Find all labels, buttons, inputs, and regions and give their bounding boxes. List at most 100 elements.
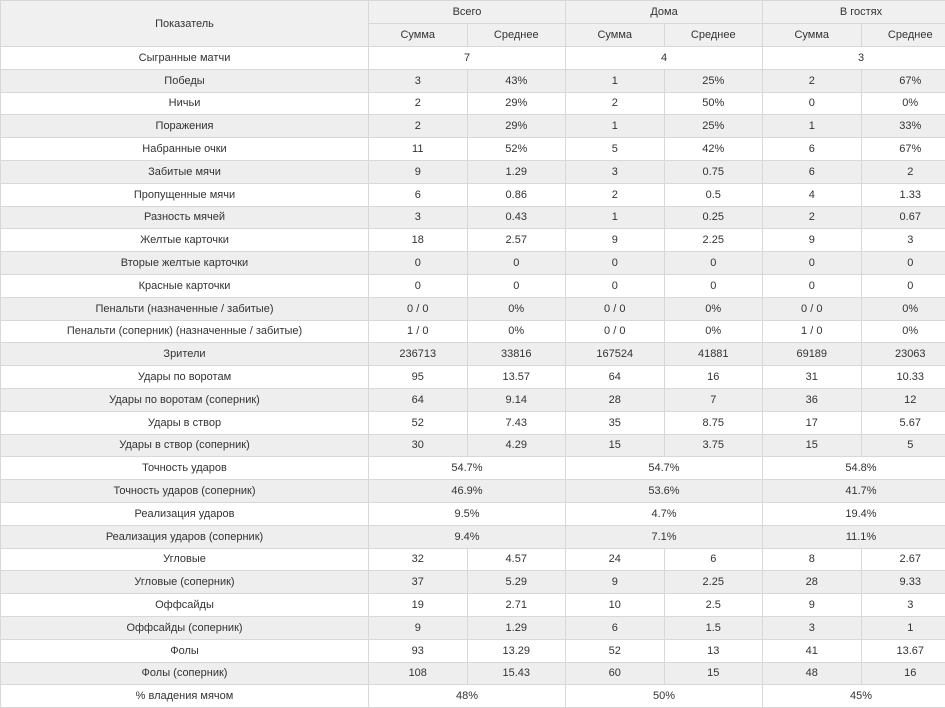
cell-average: 50% [664,92,763,115]
cell-sum: 9 [566,571,665,594]
cell-sum: 6 [566,616,665,639]
cell-sum: 35 [566,411,665,434]
cell-average: 0 [664,274,763,297]
cell-sum: 0 / 0 [566,297,665,320]
cell-merged-value: 54.8% [763,457,945,480]
cell-average: 2.67 [861,548,945,571]
cell-merged-value: 46.9% [369,480,566,503]
cell-merged-value: 7.1% [566,525,763,548]
header-sum-total: Сумма [369,24,468,47]
cell-average: 0 [861,274,945,297]
cell-sum: 1 [763,115,862,138]
cell-sum: 1 [566,115,665,138]
cell-average: 12 [861,388,945,411]
cell-sum: 2 [369,92,468,115]
cell-average: 0% [467,297,566,320]
cell-sum: 2 [566,183,665,206]
cell-sum: 0 [763,252,862,275]
row-label: Оффсайды [1,594,369,617]
cell-sum: 3 [369,206,468,229]
cell-merged-value: 45% [763,685,945,708]
cell-merged-value: 53.6% [566,480,763,503]
cell-sum: 0 / 0 [763,297,862,320]
cell-sum: 64 [566,366,665,389]
row-label: Желтые карточки [1,229,369,252]
table-row: Точность ударов (соперник)46.9%53.6%41.7… [1,480,945,503]
table-row: Реализация ударов (соперник)9.4%7.1%11.1… [1,525,945,548]
cell-sum: 93 [369,639,468,662]
header-sum-home: Сумма [566,24,665,47]
cell-average: 9.33 [861,571,945,594]
cell-average: 4.29 [467,434,566,457]
cell-sum: 2 [369,115,468,138]
cell-merged-value: 50% [566,685,763,708]
header-avg-away: Среднее [861,24,945,47]
cell-average: 0.25 [664,206,763,229]
row-label: Точность ударов (соперник) [1,480,369,503]
cell-sum: 4 [763,183,862,206]
cell-average: 41881 [664,343,763,366]
cell-merged-value: 4 [566,47,763,70]
header-group-away: В гостях [763,1,945,24]
cell-sum: 36 [763,388,862,411]
cell-sum: 1 / 0 [369,320,468,343]
row-label: % владения мячом [1,685,369,708]
cell-sum: 0 [369,252,468,275]
cell-average: 1 [861,616,945,639]
header-avg-home: Среднее [664,24,763,47]
cell-average: 0.86 [467,183,566,206]
cell-average: 0% [861,297,945,320]
cell-average: 2.25 [664,571,763,594]
cell-sum: 15 [763,434,862,457]
cell-merged-value: 3 [763,47,945,70]
cell-merged-value: 19.4% [763,502,945,525]
cell-average: 16 [861,662,945,685]
header-sum-away: Сумма [763,24,862,47]
row-label: Забитые мячи [1,160,369,183]
row-label: Удары в створ [1,411,369,434]
cell-average: 3 [861,594,945,617]
cell-sum: 9 [763,229,862,252]
cell-average: 0% [467,320,566,343]
cell-average: 4.57 [467,548,566,571]
cell-average: 67% [861,138,945,161]
row-label: Удары по воротам [1,366,369,389]
cell-average: 0.43 [467,206,566,229]
cell-average: 7.43 [467,411,566,434]
cell-sum: 5 [566,138,665,161]
table-header: Показатель Всего Дома В гостях Сумма Сре… [1,1,945,47]
cell-average: 29% [467,92,566,115]
cell-merged-value: 4.7% [566,502,763,525]
cell-average: 42% [664,138,763,161]
cell-average: 0% [861,320,945,343]
cell-average: 5.29 [467,571,566,594]
cell-average: 23063 [861,343,945,366]
cell-sum: 52 [566,639,665,662]
row-label: Разность мячей [1,206,369,229]
cell-sum: 167524 [566,343,665,366]
row-label: Поражения [1,115,369,138]
cell-sum: 9 [369,160,468,183]
cell-sum: 2 [763,69,862,92]
cell-sum: 19 [369,594,468,617]
cell-average: 1.5 [664,616,763,639]
cell-sum: 1 [566,69,665,92]
cell-sum: 0 [566,252,665,275]
cell-average: 13.67 [861,639,945,662]
row-label: Набранные очки [1,138,369,161]
cell-average: 6 [664,548,763,571]
cell-merged-value: 41.7% [763,480,945,503]
